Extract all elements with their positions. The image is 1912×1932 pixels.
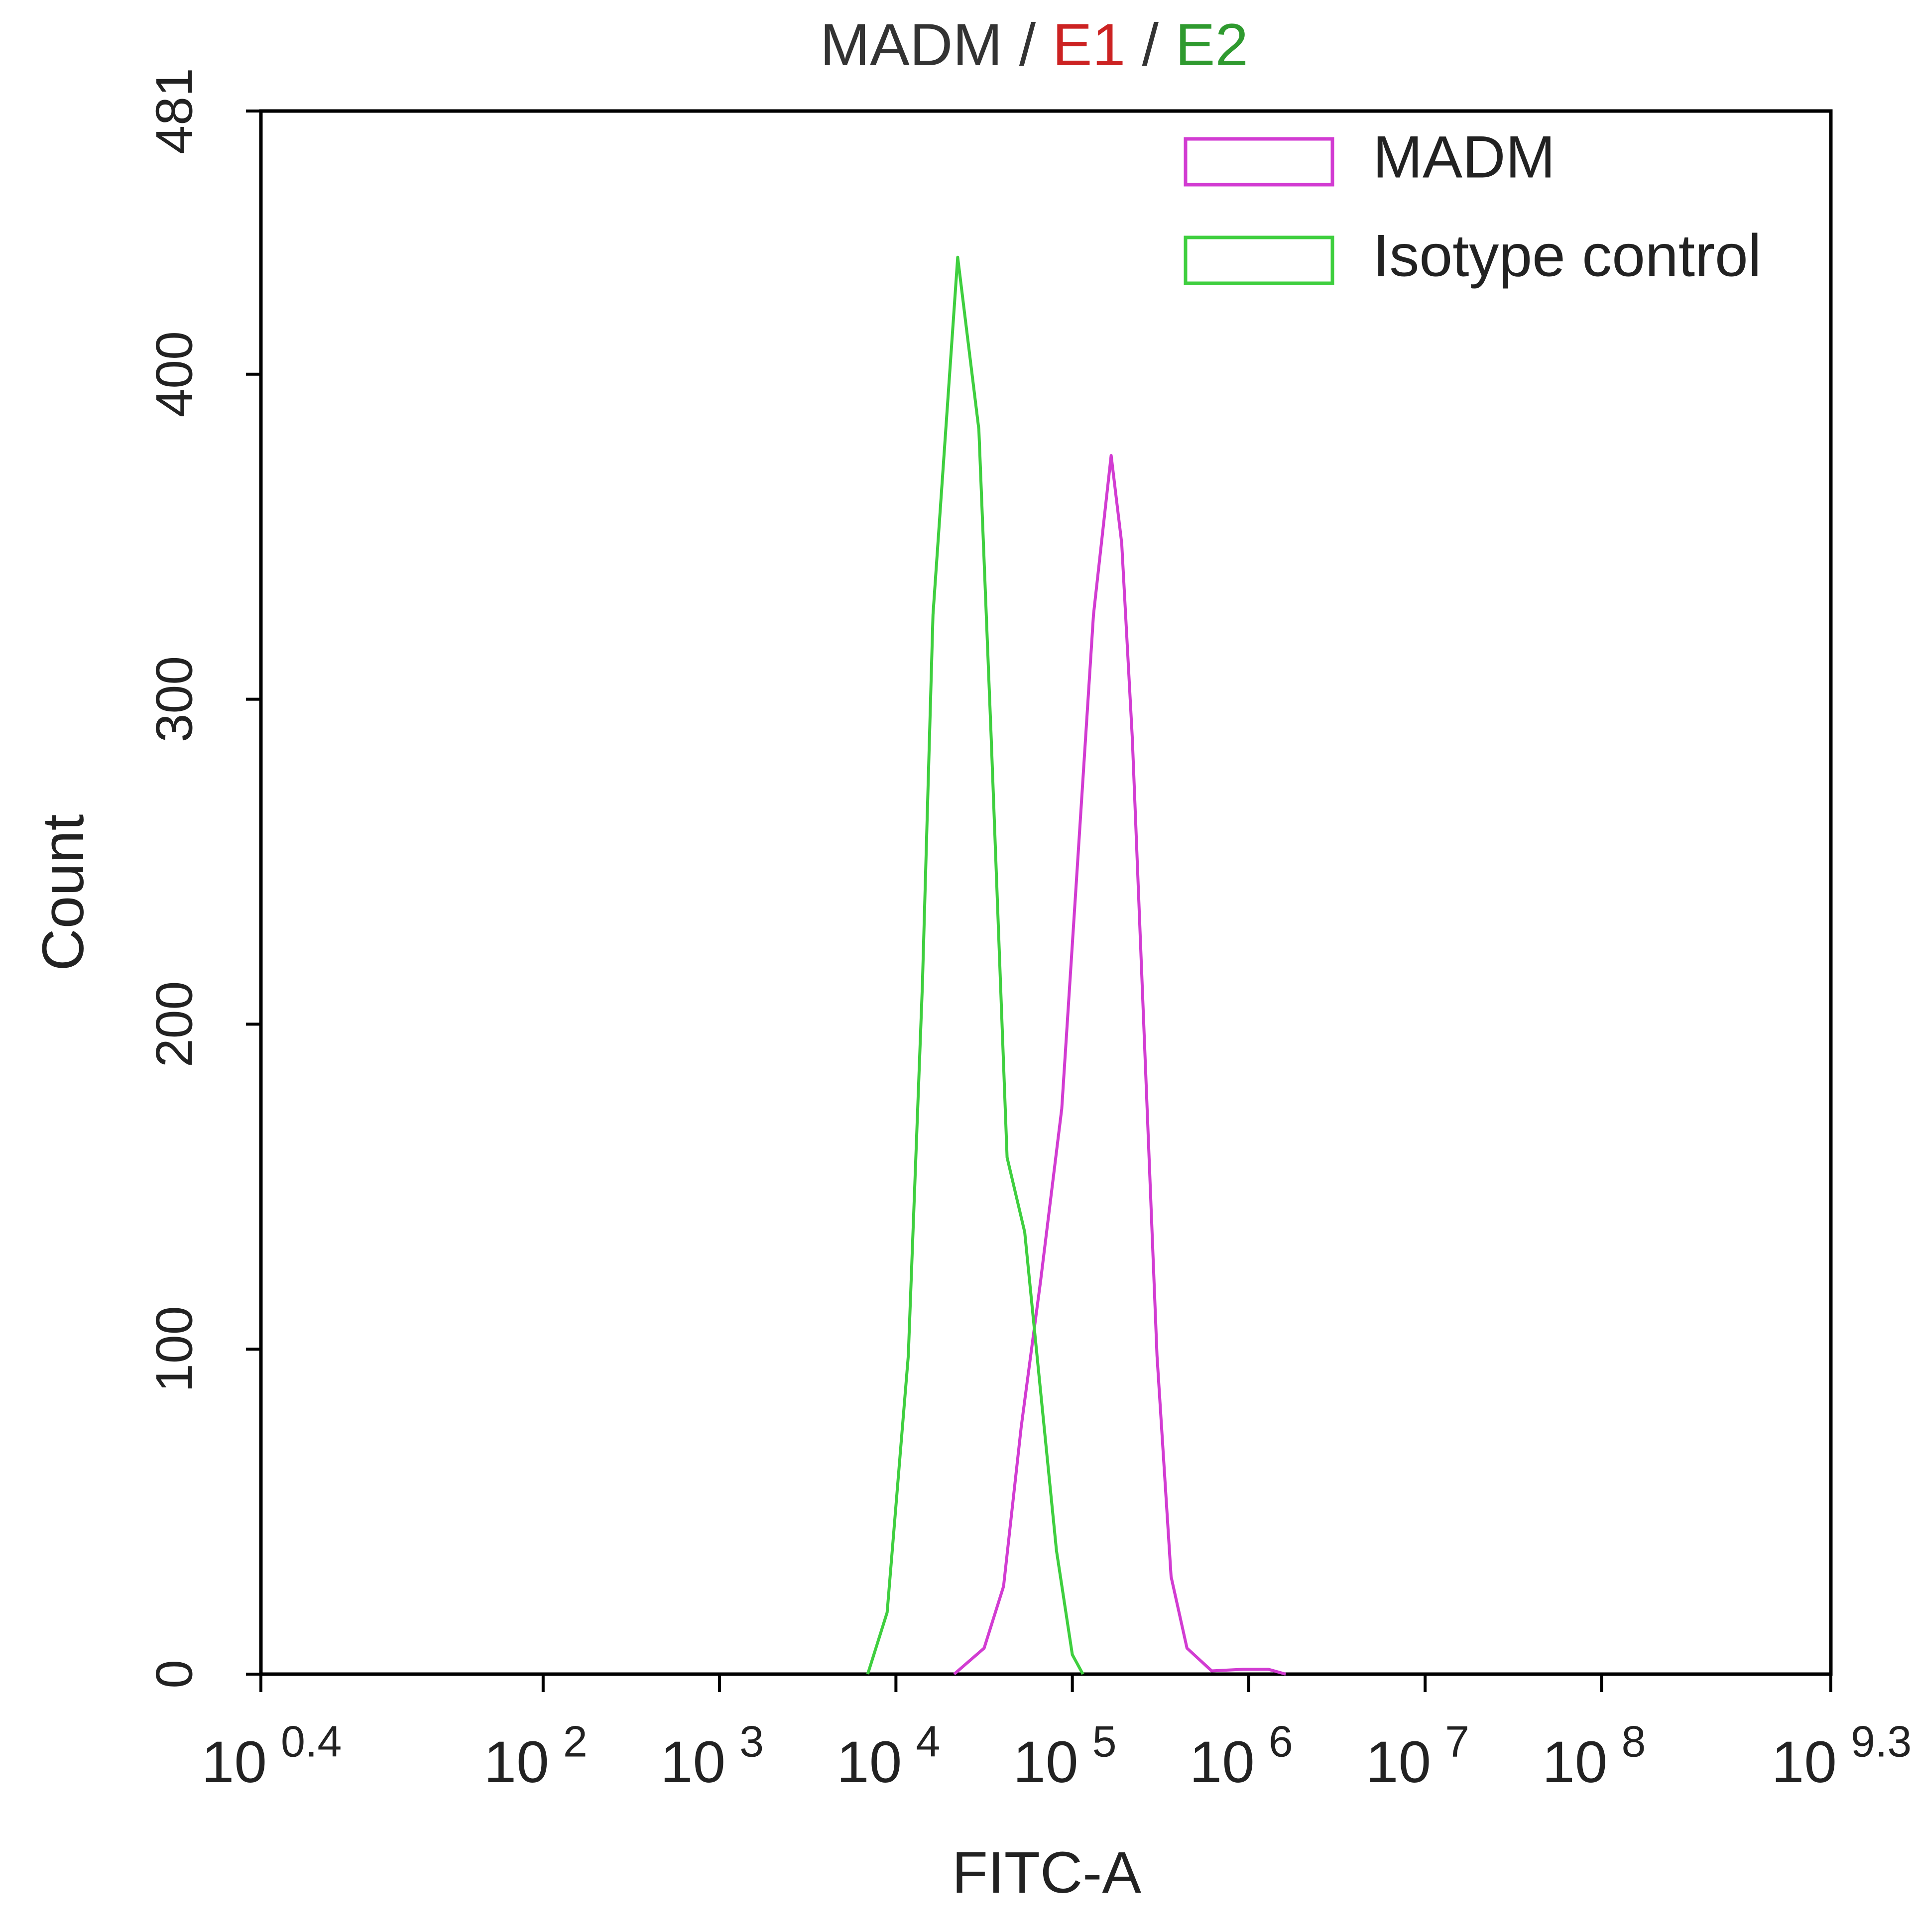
y-tick-label: 400 [145,331,203,418]
x-axis-label: FITC-A [952,1840,1141,1906]
y-tick-label: 0 [145,1660,203,1689]
legend-label: Isotype control [1373,223,1761,289]
title-part: / [1003,11,1053,78]
x-tick-label-base: 10 [836,1729,902,1795]
x-tick-label-base: 10 [484,1729,549,1795]
histogram-line [866,255,1084,1675]
x-tick-label-exponent: 3 [739,1716,764,1766]
x-tick-label-exponent: 4 [916,1716,940,1766]
x-tick-label-exponent: 6 [1269,1716,1293,1766]
y-axis-label: Count [30,814,96,971]
title-part: E2 [1175,11,1248,78]
x-tick-label-base: 10 [1542,1729,1607,1795]
x-tick-label-exponent: 2 [563,1716,588,1766]
x-tick-label-exponent: 7 [1445,1716,1469,1766]
legend-label: MADM [1373,124,1555,191]
title-part: MADM [820,11,1003,78]
x-tick-label-base: 10 [1366,1729,1431,1795]
title-part: E1 [1053,11,1126,78]
y-tick-label: 200 [145,981,203,1068]
x-tick-label-base: 10 [202,1729,267,1795]
x-tick-label-base: 10 [1772,1729,1837,1795]
x-tick-label-base: 10 [660,1729,725,1795]
x-tick-label-exponent: 0.4 [281,1716,342,1766]
y-tick-label: 100 [145,1306,203,1392]
y-tick-label: 300 [145,656,203,743]
title-part: / [1125,11,1175,78]
legend-swatch [1184,137,1334,187]
x-tick-label-exponent: 9.3 [1851,1716,1912,1766]
x-tick-label-exponent: 8 [1621,1716,1646,1766]
x-tick-label-exponent: 5 [1092,1716,1117,1766]
x-tick-label-base: 10 [1190,1729,1255,1795]
histogram-line [953,454,1287,1676]
plot-frame [259,109,1833,1676]
legend-swatch [1184,235,1334,285]
x-tick-label-base: 10 [1013,1729,1078,1795]
chart-title: MADM / E1 / E2 [820,11,1248,78]
y-tick-label: 481 [145,68,203,154]
